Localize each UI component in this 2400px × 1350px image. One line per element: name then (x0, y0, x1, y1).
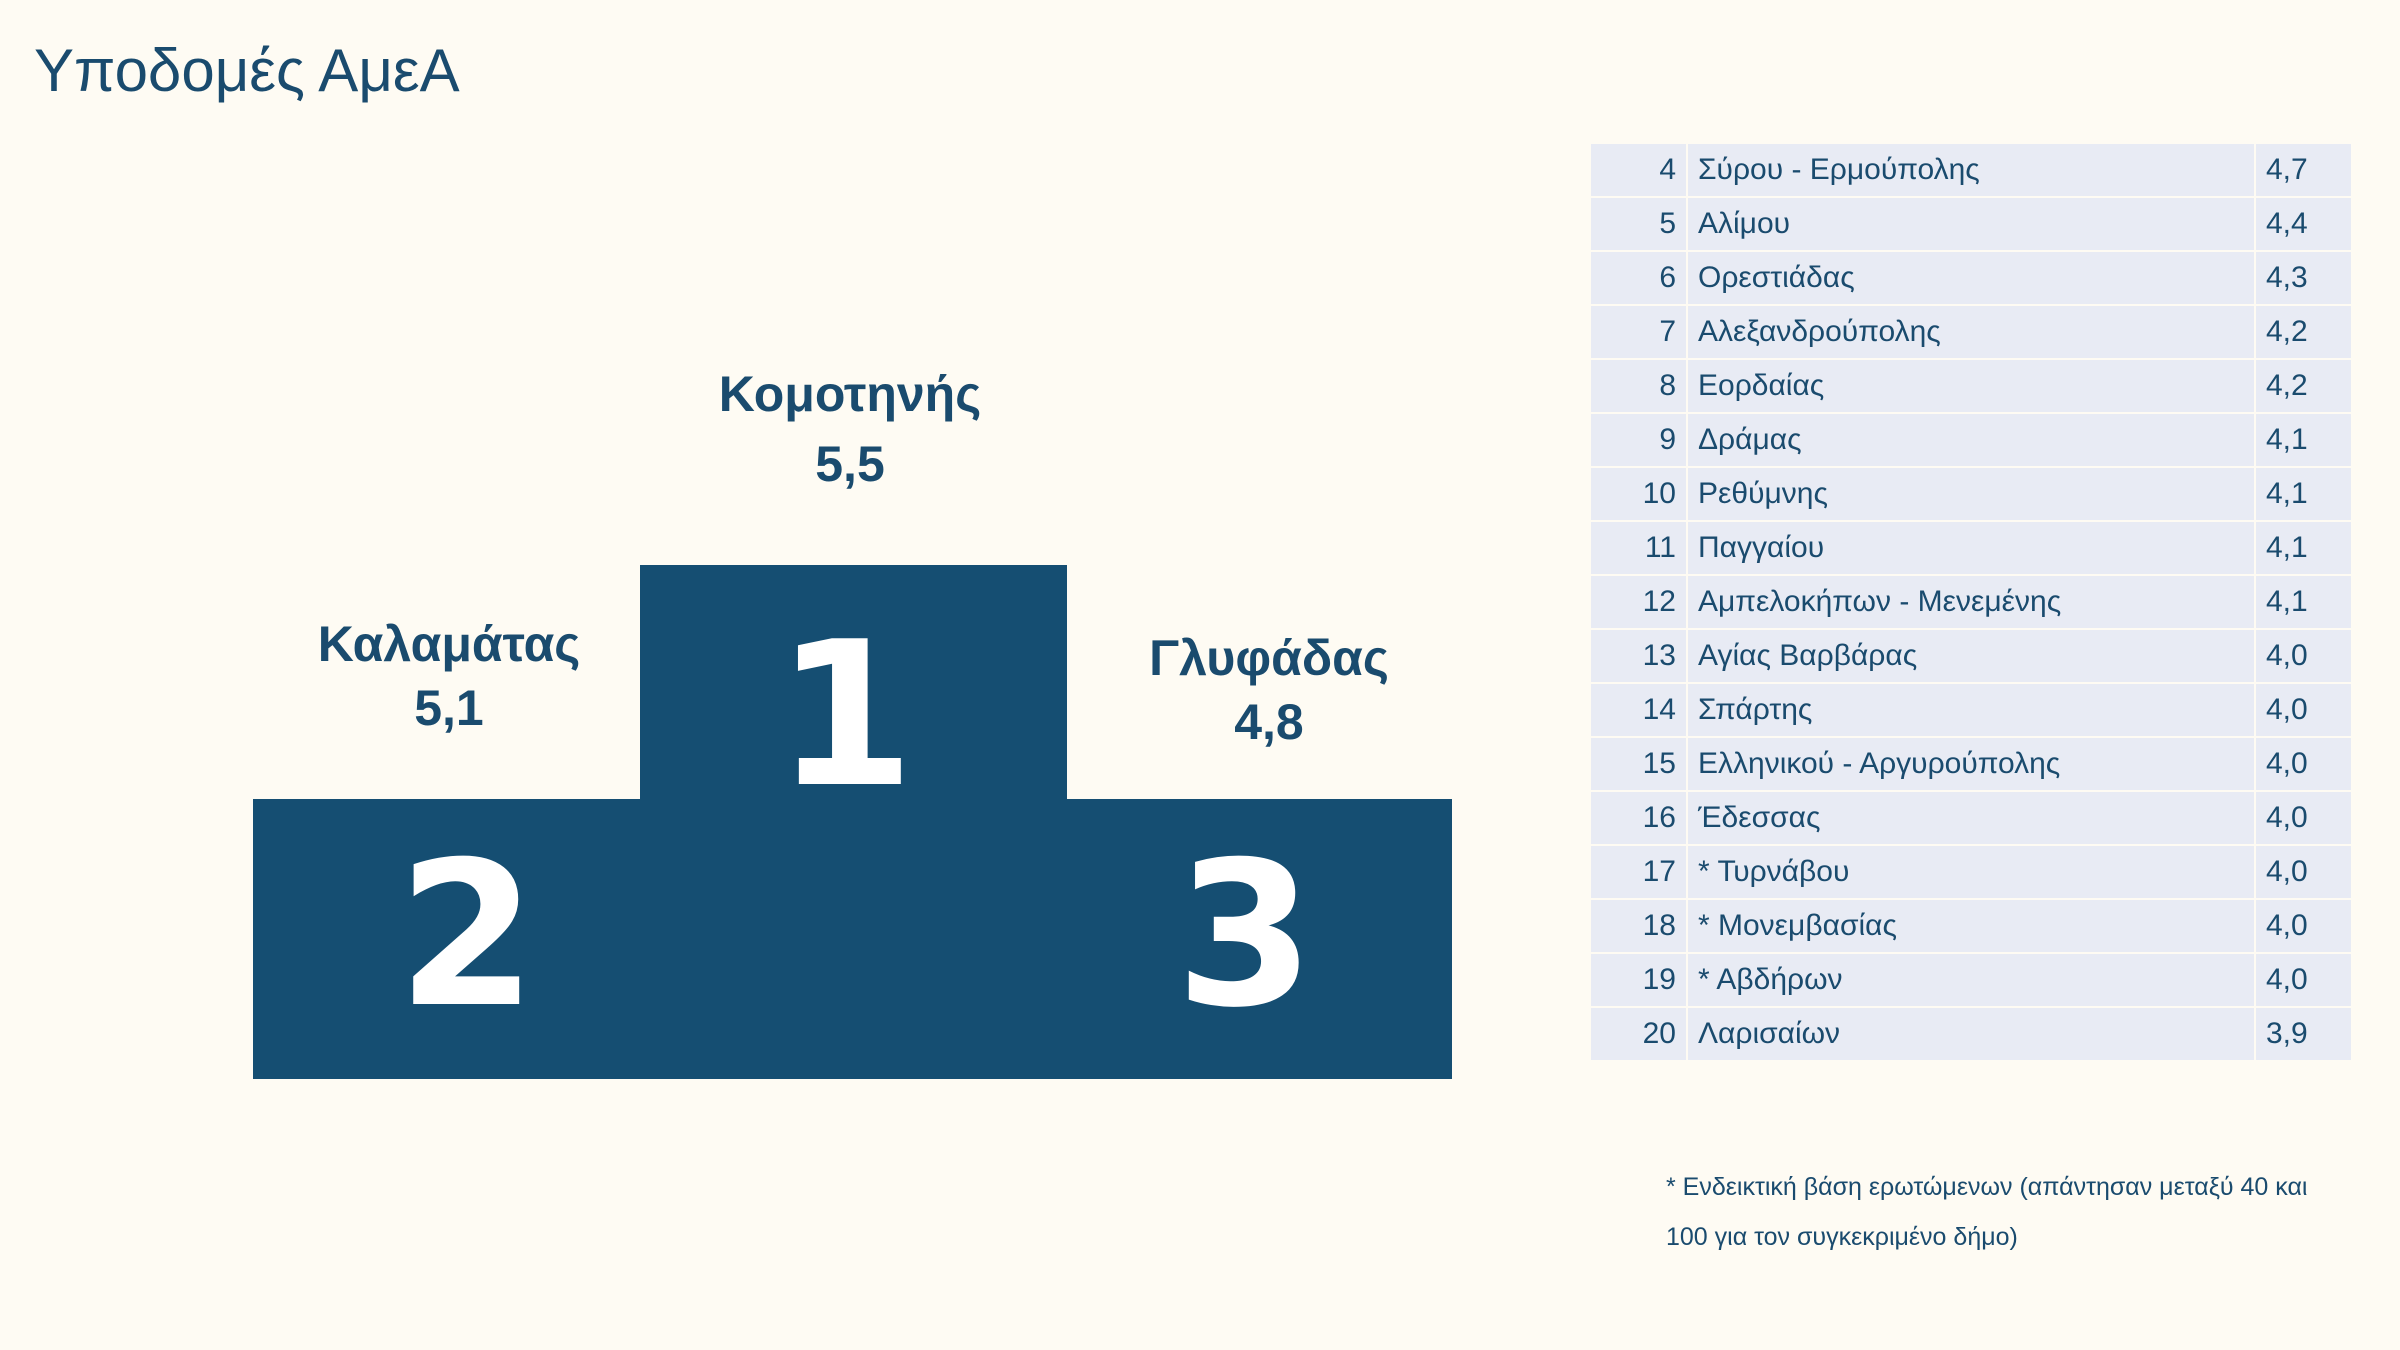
rank-cell: 18 (1589, 898, 1688, 954)
value-cell: 4,0 (2254, 628, 2353, 684)
table-row: 12 Αμπελοκήπων - Μενεμένης 4,1 (1589, 574, 2353, 630)
first-label: Κομοτηνής 5,5 (719, 362, 981, 496)
name-cell: Αμπελοκήπων - Μενεμένης (1686, 574, 2256, 630)
place-number-3: 3 (1175, 819, 1315, 1052)
name-cell: Έδεσσας (1686, 790, 2256, 846)
name-cell: Ρεθύμνης (1686, 466, 2256, 522)
first-name: Κομοτηνής (718, 366, 982, 422)
rank-cell: 14 (1589, 682, 1688, 738)
table-row: 13 Αγίας Βαρβάρας 4,0 (1589, 628, 2353, 684)
first-value: 5,5 (815, 436, 885, 492)
rank-cell: 8 (1589, 358, 1688, 414)
second-label: Καλαμάτας 5,1 (318, 612, 581, 740)
podium-first-block (640, 565, 1067, 1079)
table-row: 5 Αλίμου 4,4 (1589, 196, 2353, 252)
rank-cell: 17 (1589, 844, 1688, 900)
name-cell: Ελληνικού - Αργυρούπολης (1686, 736, 2256, 792)
table-row: 8 Εορδαίας 4,2 (1589, 358, 2353, 414)
podium-second-block (253, 799, 641, 1079)
rank-cell: 10 (1589, 466, 1688, 522)
name-cell: Αγίας Βαρβάρας (1686, 628, 2256, 684)
rank-cell: 12 (1589, 574, 1688, 630)
place-number-2: 2 (397, 819, 537, 1052)
table-row: 11 Παγγαίου 4,1 (1589, 520, 2353, 576)
value-cell: 4,0 (2254, 898, 2353, 954)
name-cell: Σύρου - Ερμούπολης (1686, 142, 2256, 198)
value-cell: 4,0 (2254, 682, 2353, 738)
value-cell: 4,1 (2254, 466, 2353, 522)
second-name: Καλαμάτας (317, 616, 581, 672)
place-number-1: 1 (775, 599, 915, 832)
table-row: 9 Δράμας 4,1 (1589, 412, 2353, 468)
value-cell: 3,9 (2254, 1006, 2353, 1062)
value-cell: 4,0 (2254, 790, 2353, 846)
value-cell: 4,0 (2254, 844, 2353, 900)
value-cell: 4,1 (2254, 520, 2353, 576)
value-cell: 4,7 (2254, 142, 2353, 198)
rank-cell: 6 (1589, 250, 1688, 306)
value-cell: 4,1 (2254, 574, 2353, 630)
name-cell: Παγγαίου (1686, 520, 2256, 576)
rank-cell: 7 (1589, 304, 1688, 360)
table-row: 20 Λαρισαίων 3,9 (1589, 1006, 2353, 1062)
name-cell: * Αβδήρων (1686, 952, 2256, 1008)
third-value: 4,8 (1234, 694, 1304, 750)
rank-cell: 4 (1589, 142, 1688, 198)
value-cell: 4,1 (2254, 412, 2353, 468)
table-row: 6 Ορεστιάδας 4,3 (1589, 250, 2353, 306)
ranking-table: 4 Σύρου - Ερμούπολης 4,7 5 Αλίμου 4,4 6 Ορεστιά… (1589, 142, 2353, 1062)
value-cell: 4,4 (2254, 196, 2353, 252)
table-row: 16 Έδεσσας 4,0 (1589, 790, 2353, 846)
rank-cell: 20 (1589, 1006, 1688, 1062)
third-name: Γλυφάδας (1149, 630, 1389, 686)
name-cell: Ορεστιάδας (1686, 250, 2256, 306)
rank-cell: 15 (1589, 736, 1688, 792)
table-row: 7 Αλεξανδρούπολης 4,2 (1589, 304, 2353, 360)
table-row: 19 * Αβδήρων 4,0 (1589, 952, 2353, 1008)
name-cell: Εορδαίας (1686, 358, 2256, 414)
footnote: * Ενδεικτική βάση ερωτώμενων (απάντησαν … (1666, 1173, 2308, 1251)
table-row: 14 Σπάρτης 4,0 (1589, 682, 2353, 738)
rank-cell: 19 (1589, 952, 1688, 1008)
value-cell: 4,0 (2254, 952, 2353, 1008)
third-label: Γλυφάδας 4,8 (1149, 626, 1389, 754)
table-row: 4 Σύρου - Ερμούπολης 4,7 (1589, 142, 2353, 198)
value-cell: 4,0 (2254, 736, 2353, 792)
name-cell: * Μονεμβασίας (1686, 898, 2256, 954)
rank-cell: 11 (1589, 520, 1688, 576)
second-value: 5,1 (414, 680, 484, 736)
name-cell: Αλίμου (1686, 196, 2256, 252)
table-row: 18 * Μονεμβασίας 4,0 (1589, 898, 2353, 954)
table-row: 15 Ελληνικού - Αργυρούπολης 4,0 (1589, 736, 2353, 792)
rank-cell: 5 (1589, 196, 1688, 252)
rank-cell: 13 (1589, 628, 1688, 684)
page-title: Υποδομές ΑμεΑ (34, 37, 460, 104)
table-row: 17 * Τυρνάβου 4,0 (1589, 844, 2353, 900)
podium-third-block (1066, 799, 1452, 1079)
value-cell: 4,2 (2254, 304, 2353, 360)
value-cell: 4,2 (2254, 358, 2353, 414)
name-cell: Αλεξανδρούπολης (1686, 304, 2256, 360)
table-row: 10 Ρεθύμνης 4,1 (1589, 466, 2353, 522)
name-cell: Δράμας (1686, 412, 2256, 468)
name-cell: Σπάρτης (1686, 682, 2256, 738)
rank-cell: 9 (1589, 412, 1688, 468)
name-cell: * Τυρνάβου (1686, 844, 2256, 900)
value-cell: 4,3 (2254, 250, 2353, 306)
rank-cell: 16 (1589, 790, 1688, 846)
name-cell: Λαρισαίων (1686, 1006, 2256, 1062)
